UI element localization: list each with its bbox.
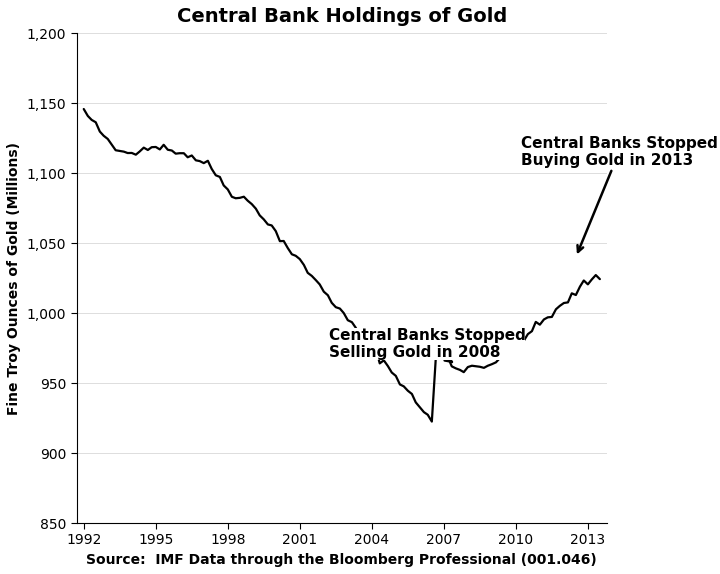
Title: Central Bank Holdings of Gold: Central Bank Holdings of Gold	[176, 7, 507, 26]
X-axis label: Source:  IMF Data through the Bloomberg Professional (001.046): Source: IMF Data through the Bloomberg P…	[86, 553, 597, 567]
Y-axis label: Fine Troy Ounces of Gold (Millions): Fine Troy Ounces of Gold (Millions)	[7, 142, 21, 414]
Text: Central Banks Stopped
Selling Gold in 2008: Central Banks Stopped Selling Gold in 20…	[328, 328, 526, 362]
Text: Central Banks Stopped
Buying Gold in 2013: Central Banks Stopped Buying Gold in 201…	[521, 136, 718, 252]
